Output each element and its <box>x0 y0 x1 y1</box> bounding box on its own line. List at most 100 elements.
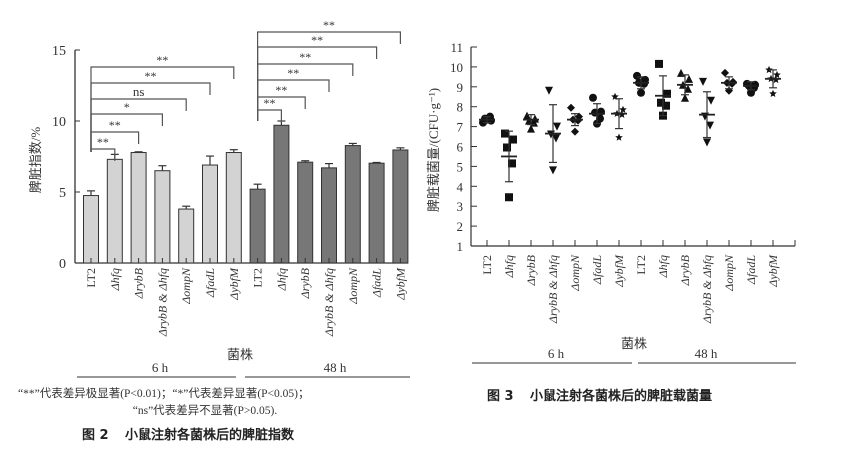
chart2-group-48h: 48 h <box>695 346 718 361</box>
chart1-bar <box>368 162 385 264</box>
chart1-x-tick-label: Δhfq <box>108 268 122 291</box>
star-marker <box>619 105 627 113</box>
spleen-bacterial-load-scatter-chart: 1 2 3 4 5 6 7 8 9 10 11 LT2 Δhfq ΔrybB ΔrybB & Δhfq Δom… <box>450 40 796 324</box>
diamond-marker <box>728 79 736 88</box>
chart1-group-48h: 48 h <box>324 360 347 375</box>
chart1-group-6h: 6 h <box>152 360 169 375</box>
chart1-x-tick-label: ΔompN <box>179 267 193 305</box>
triangle-marker <box>527 124 535 133</box>
chart1-ylabel: 脾脏指数/% <box>28 127 43 194</box>
chart2-y-tick-label: 9 <box>457 80 464 95</box>
chart1-bar <box>344 145 361 264</box>
chart1-significance-label: ** <box>299 50 311 64</box>
chart2-y-tick-label: 1 <box>457 239 464 254</box>
square-marker <box>505 193 513 202</box>
chart1-bar <box>83 195 99 264</box>
chart1-x-tick-label: ΔfadL <box>370 268 384 298</box>
chart2-x-tick-label: ΔrybB <box>678 254 692 286</box>
chart2-y-tick-label: 4 <box>457 179 464 194</box>
chart2-x-tick-label: Δhfq <box>502 255 516 278</box>
chart1-bar <box>154 170 171 264</box>
chart2-x-tick-label: ΔfadL <box>590 255 604 285</box>
chart2-caption: 小鼠注射各菌株后的脾脏载菌量 <box>530 388 712 404</box>
triangle-down-marker <box>707 96 715 105</box>
triangle-marker <box>685 74 693 83</box>
chart1-bar <box>392 149 409 264</box>
chart2-y-tick-label: 11 <box>450 40 463 55</box>
chart1-bar <box>249 188 266 264</box>
square-marker <box>508 159 516 168</box>
chart2-x-tick-label: ΔfadL <box>744 255 758 285</box>
star-marker <box>615 133 623 141</box>
chart1-y-tick-label: 15 <box>52 44 66 59</box>
square-marker <box>501 129 509 138</box>
chart1-bar <box>225 152 242 264</box>
diamond-marker <box>721 68 729 77</box>
chart2-x-tick-label: ΔompN <box>568 254 582 292</box>
chart1-significance-label: ** <box>323 18 335 32</box>
chart1-significance-label: ns <box>133 84 145 99</box>
triangle-down-marker <box>553 122 561 131</box>
chart1-significance-bracket <box>90 66 235 152</box>
triangle-marker <box>684 84 692 93</box>
square-marker <box>509 135 517 144</box>
triangle-down-marker <box>545 86 553 95</box>
triangle-down-marker <box>699 77 707 86</box>
square-marker <box>663 89 671 98</box>
chart2-y-tick-label: 10 <box>450 60 463 75</box>
chart2-x-tick-label: LT2 <box>634 255 648 275</box>
chart1-x-tick-label: ΔybfM <box>393 267 407 301</box>
chart2-y-tick-label: 2 <box>457 219 464 234</box>
chart2-y-tick-label: 6 <box>457 140 464 155</box>
chart2-y-tick-label: 5 <box>457 159 464 174</box>
chart1-footnote-line2: “ns”代表差异不显著(P>0.05). <box>133 403 278 417</box>
chart1-y-tick-label: 5 <box>59 186 66 201</box>
chart1-x-tick-label: ΔfadL <box>203 268 217 298</box>
chart1-footnote-line1: “**”代表差异极显著(P<0.01)；“*”代表差异显著(P<0.05)； <box>18 386 310 400</box>
chart2-x-tick-label: Δhfq <box>656 255 670 278</box>
chart1-significance-label: ** <box>97 135 109 149</box>
chart1-bar <box>106 158 123 264</box>
chart1-bar <box>321 167 337 264</box>
chart2-y-tick-label: 8 <box>457 100 464 115</box>
chart2-y-tick-label: 3 <box>457 199 464 214</box>
chart2-x-tick-label: ΔompN <box>722 254 736 292</box>
chart1-y-tick-label: 10 <box>52 115 66 130</box>
circle-marker <box>589 93 597 102</box>
chart1-significance-label: * <box>124 100 130 114</box>
chart2-x-tick-label: ΔybfM <box>612 254 626 288</box>
chart2-xlabel: 菌株 <box>621 336 647 351</box>
chart1-x-tick-label: LT2 <box>251 268 265 288</box>
chart1-x-tick-label: ΔrybB & Δhfq <box>155 268 169 337</box>
chart1-bar <box>273 124 290 264</box>
circle-marker <box>633 71 641 80</box>
chart2-group-6h: 6 h <box>548 346 565 361</box>
chart1-significance-bracket <box>257 63 354 121</box>
chart1-significance-label: ** <box>264 96 276 110</box>
chart1-x-tick-label: ΔrybB <box>132 267 146 299</box>
chart1-bar <box>202 164 218 264</box>
chart1-x-tick-label: ΔompN <box>346 267 360 305</box>
star-marker <box>769 89 777 97</box>
chart1-significance-label: ** <box>275 83 287 97</box>
circle-marker <box>637 88 645 97</box>
chart1-xlabel: 菌株 <box>227 347 253 362</box>
star-marker <box>773 70 781 79</box>
chart1-bar <box>130 152 147 264</box>
diamond-marker <box>567 103 575 112</box>
chart2-x-tick-label: ΔrybB <box>524 254 538 286</box>
diamond-marker <box>574 116 582 125</box>
diamond-marker <box>571 127 579 136</box>
chart2-y-tick-label: 7 <box>457 120 464 135</box>
triangle-down-marker <box>706 121 714 130</box>
chart1-x-tick-label: ΔrybB & Δhfq <box>322 268 336 337</box>
chart1-caption: 小鼠注射各菌株后的脾脏指数 <box>125 427 295 443</box>
chart1-bar <box>178 208 195 264</box>
triangle-down-marker <box>549 166 557 175</box>
circle-marker <box>640 79 648 88</box>
chart1-x-tick-label: Δhfq <box>274 268 288 291</box>
chart1-x-tick-label: LT2 <box>84 268 98 288</box>
triangle-marker <box>681 93 689 102</box>
chart1-x-tick-label: ΔybfM <box>227 267 241 301</box>
